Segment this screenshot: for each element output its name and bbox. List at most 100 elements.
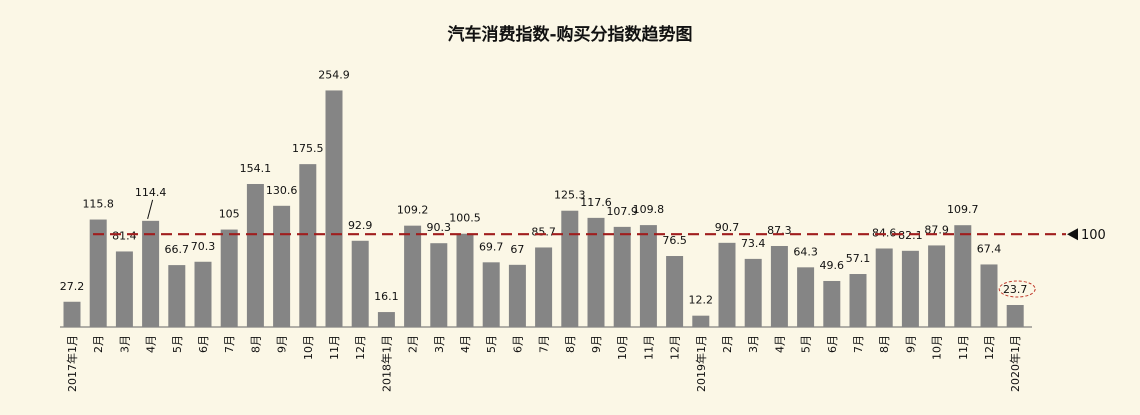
data-label: 109.7: [947, 203, 979, 216]
data-label: 105: [219, 208, 240, 221]
data-label: 73.4: [741, 237, 766, 250]
tick-label: 7月: [223, 335, 236, 353]
data-label: 109.2: [397, 204, 429, 217]
data-label: 85.7: [531, 225, 556, 238]
tick-label: 9月: [590, 335, 603, 353]
tick-label: 8月: [878, 335, 891, 353]
data-label: 49.6: [820, 259, 845, 272]
bar: [246, 183, 264, 327]
reference-arrow-icon: [1067, 228, 1078, 241]
bar: [954, 225, 972, 327]
data-label: 82.1: [898, 229, 923, 242]
data-label: 90.3: [427, 221, 452, 234]
bar: [115, 251, 133, 327]
tick-label: 2月: [721, 335, 734, 353]
tick-label: 2月: [92, 335, 105, 353]
tick-label: 3月: [118, 335, 131, 353]
tick-label: 8月: [564, 335, 577, 353]
bar: [299, 164, 317, 327]
bar: [273, 205, 291, 327]
tick-label: 12月: [669, 335, 682, 360]
data-label: 125.3: [554, 189, 586, 202]
tick-label: 2020年1月: [1008, 335, 1022, 392]
tick-label: 9月: [904, 335, 917, 353]
highlight-ellipse: [998, 280, 1036, 298]
tick-label: 8月: [249, 335, 262, 353]
data-label: 92.9: [348, 219, 373, 232]
data-label: 100.5: [449, 212, 481, 225]
bar: [404, 225, 422, 327]
bar: [63, 301, 81, 327]
bar: [770, 245, 788, 327]
bar: [587, 217, 605, 327]
bar: [928, 245, 946, 327]
data-label: 84.6: [872, 226, 897, 239]
tick-label: 2017年1月: [65, 335, 79, 392]
tick-label: 3月: [747, 335, 760, 353]
tick-label: 2月: [407, 335, 420, 353]
bar: [639, 225, 657, 327]
tick-label: 6月: [511, 335, 524, 353]
data-label: 254.9: [318, 68, 350, 81]
data-label: 90.7: [715, 221, 740, 234]
data-label: 107.9: [606, 205, 638, 218]
bar: [168, 265, 186, 327]
tick-label: 9月: [276, 335, 289, 353]
data-label: 70.3: [191, 240, 216, 253]
bar: [849, 274, 867, 327]
data-label: 130.6: [266, 184, 298, 197]
tick-label: 12月: [983, 335, 996, 360]
bar: [508, 264, 526, 327]
tick-label: 10月: [931, 335, 944, 360]
bar: [797, 267, 815, 327]
bar: [692, 315, 710, 327]
bar: [325, 90, 343, 328]
tick-label: 2019年1月: [694, 335, 708, 392]
data-label: 154.1: [240, 162, 272, 175]
bar: [744, 258, 762, 327]
tick-label: 11月: [957, 335, 970, 360]
data-label: 67: [510, 243, 524, 256]
tick-label: 6月: [826, 335, 839, 353]
chart-title: 汽车消费指数-购买分指数趋势图: [447, 25, 693, 45]
data-label: 64.3: [793, 245, 818, 258]
tick-label: 3月: [433, 335, 446, 353]
bar: [980, 264, 998, 327]
bar: [1006, 305, 1024, 327]
data-label: 81.4: [112, 229, 137, 242]
tick-label: 7月: [538, 335, 551, 353]
bar: [220, 229, 238, 327]
tick-label: 5月: [800, 335, 813, 353]
tick-label: 7月: [852, 335, 865, 353]
bar: [482, 262, 500, 327]
bar: [718, 242, 736, 327]
bar: [142, 220, 160, 327]
data-label: 67.4: [977, 242, 1002, 255]
bar: [875, 248, 893, 327]
tick-label: 5月: [171, 335, 184, 353]
data-label: 27.2: [60, 280, 85, 293]
tick-label: 5月: [485, 335, 498, 353]
tick-label: 11月: [642, 335, 655, 360]
bar: [430, 243, 448, 327]
data-label: 109.8: [633, 203, 665, 216]
tick-label: 4月: [459, 335, 472, 353]
bar: [823, 280, 841, 327]
data-label: 69.7: [479, 240, 504, 253]
tick-label: 2018年1月: [379, 335, 393, 392]
bar: [561, 210, 579, 327]
tick-label: 12月: [354, 335, 367, 360]
tick-label: 10月: [302, 335, 315, 360]
bar: [377, 312, 395, 327]
bar: [456, 233, 474, 327]
data-label: 76.5: [662, 234, 687, 247]
data-label: 175.5: [292, 142, 324, 155]
bar: [89, 219, 107, 327]
data-label: 66.7: [165, 243, 190, 256]
tick-label: 6月: [197, 335, 210, 353]
tick-label: 10月: [616, 335, 629, 360]
data-label: 16.1: [374, 290, 399, 303]
tick-label: 11月: [328, 335, 341, 360]
data-label: 117.6: [580, 196, 612, 209]
